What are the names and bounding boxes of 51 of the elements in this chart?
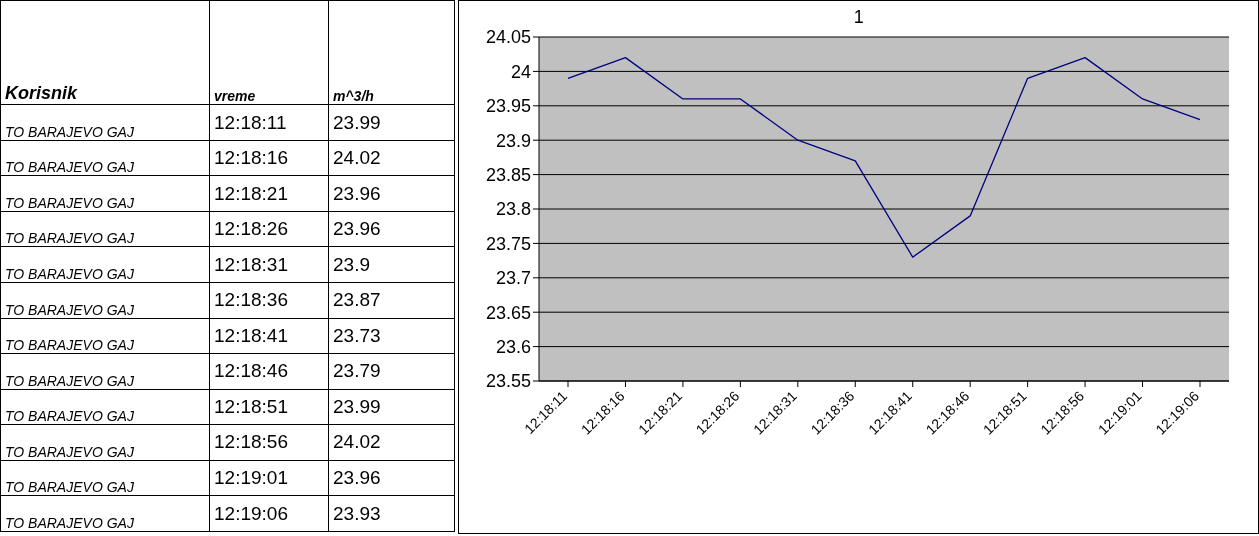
text: 23.99 — [328, 389, 455, 425]
text: TO BARAJEVO GAJ — [0, 175, 210, 212]
text: m^3/h — [328, 0, 455, 105]
text: TO BARAJEVO GAJ — [0, 140, 210, 176]
text: TO BARAJEVO GAJ — [0, 211, 210, 247]
category-label: 12:19:06 — [214, 502, 288, 524]
text: TO BARAJEVO GAJ — [0, 495, 210, 532]
category-label: 12:19:01 — [214, 467, 288, 489]
category-label: 12:18:31 — [214, 253, 288, 275]
y-tick-label: 23.8 — [495, 199, 531, 220]
y-tick-label: 24.05 — [485, 27, 531, 48]
category-label: 12:18:21 — [214, 182, 288, 204]
text: 23.93 — [328, 495, 455, 532]
y-tick-label: 23.75 — [485, 233, 531, 254]
text: 23.96 — [328, 460, 455, 496]
text: TO BARAJEVO GAJ — [0, 318, 210, 354]
text: TO BARAJEVO GAJ — [0, 282, 210, 319]
y-tick-label: 23.65 — [485, 302, 531, 323]
text: vreme — [209, 0, 329, 105]
text: 23.87 — [328, 282, 455, 319]
y-tick-label: 23.85 — [485, 164, 531, 185]
chart-title: 1 — [852, 7, 865, 28]
line-series — [566, 56, 1201, 258]
category-label: 12:18:41 — [214, 324, 288, 346]
text: TO BARAJEVO GAJ — [0, 104, 210, 141]
text: 23.99 — [328, 104, 455, 141]
category-label: 12:18:46 — [214, 360, 288, 382]
y-tick-label: 23.9 — [495, 130, 531, 151]
category-label: 12:18:36 — [214, 289, 288, 311]
text: TO BARAJEVO GAJ — [0, 424, 210, 461]
y-tick-label: 23.6 — [495, 336, 531, 357]
text: 24.02 — [328, 140, 455, 176]
text: 24.02 — [328, 424, 455, 461]
y-tick-label: 24 — [510, 61, 531, 82]
y-tick-label: 23.55 — [485, 371, 531, 392]
text: 23.79 — [328, 353, 455, 390]
text: TO BARAJEVO GAJ — [0, 460, 210, 496]
text: TO BARAJEVO GAJ — [0, 389, 210, 425]
category-label: 12:18:26 — [214, 218, 288, 240]
text: 23.96 — [328, 175, 455, 212]
text: 23.73 — [328, 318, 455, 354]
text: TO BARAJEVO GAJ — [0, 246, 210, 283]
text: 23.9 — [328, 246, 455, 283]
text: TO BARAJEVO GAJ — [0, 353, 210, 390]
category-label: 12:18:11 — [214, 111, 287, 133]
category-label: 12:18:16 — [214, 147, 288, 169]
y-tick-label: 23.95 — [485, 96, 531, 117]
text: 23.96 — [328, 211, 455, 247]
text: Korisnik — [0, 0, 210, 105]
category-label: 12:18:56 — [214, 431, 288, 453]
y-tick-label: 23.7 — [495, 268, 531, 289]
